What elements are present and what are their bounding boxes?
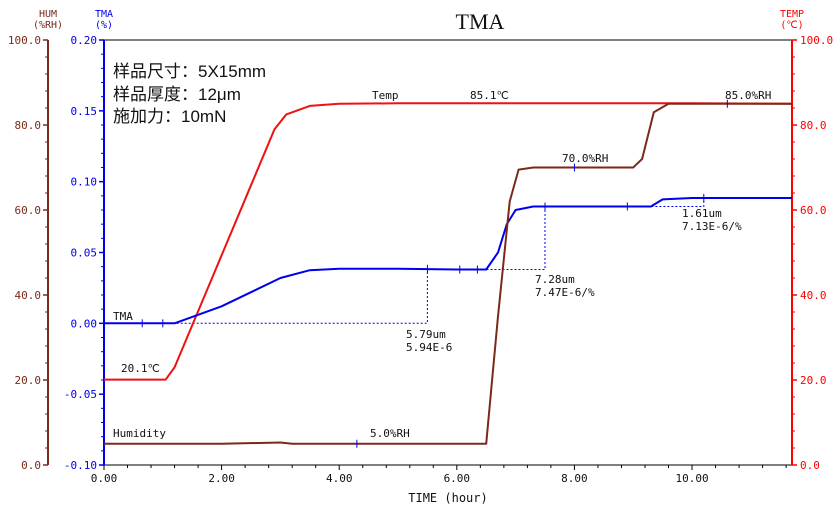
humidity-series-label: Humidity [113, 427, 166, 440]
x-tick-label: 4.00 [326, 472, 353, 485]
annotation-guides [168, 198, 705, 324]
hum-low-label: 5.0%RH [370, 427, 410, 440]
tma-step-guide-2 [474, 206, 546, 270]
hum-axis-label: HUM [39, 9, 57, 20]
hum-tick-label: 80.0 [15, 119, 42, 132]
temp-series-label: Temp [372, 89, 399, 102]
step2-coefficient-label: 7.47E-6/% [535, 286, 595, 299]
hum-mid-label: 70.0%RH [562, 152, 608, 165]
tma-tick-label: 0.15 [71, 105, 98, 118]
hum-high-label: 85.0%RH [725, 89, 771, 102]
hum-axis-unit: (%RH) [33, 20, 63, 31]
x-tick-label: 6.00 [444, 472, 471, 485]
series-line-tma [104, 197, 792, 325]
tma-step-guide-3 [627, 198, 705, 207]
temp-tick-label: 100.0 [800, 34, 833, 47]
x-axis-label: TIME (hour) [408, 491, 487, 505]
tma-axis-label: TMA [95, 9, 113, 20]
series-lines [104, 102, 793, 445]
x-tick-label: 10.00 [675, 472, 708, 485]
sample-thickness-text: 样品厚度：12μm [113, 85, 241, 104]
hum-tick-label: 0.0 [21, 459, 41, 472]
temp-axis-label: TEMP [780, 9, 804, 20]
temp-axis-unit: (℃) [780, 20, 803, 31]
temp-tick-label: 20.0 [800, 374, 827, 387]
series-line-temp [104, 102, 793, 381]
sample-size-text: 样品尺寸：5X15mm [113, 62, 266, 81]
step3-expansion-label: 1.61um [682, 207, 722, 220]
x-tick-label: 0.00 [91, 472, 118, 485]
temp-tick-label: 60.0 [800, 204, 827, 217]
temp-tick-label: 0.0 [800, 459, 820, 472]
temp-tick-label: 40.0 [800, 289, 827, 302]
x-tick-label: 8.00 [561, 472, 588, 485]
series-line-humidity [104, 102, 792, 445]
hum-tick-label: 100.0 [8, 34, 41, 47]
temp-plateau-label: 85.1℃ [470, 89, 509, 102]
tma-tick-label: -0.10 [64, 459, 97, 472]
step1-coefficient-label: 5.94E-6 [406, 341, 452, 354]
step3-coefficient-label: 7.13E-6/% [682, 220, 742, 233]
tma-tick-label: 0.05 [71, 247, 98, 260]
hum-tick-label: 40.0 [15, 289, 42, 302]
applied-force-text: 施加力：10mN [113, 107, 226, 126]
hum-tick-label: 20.0 [15, 374, 42, 387]
temp-tick-label: 80.0 [800, 119, 827, 132]
axis-ticks: 0.0 20.0 40.0 60.0 80.0 100.0 -0.10 -0.05 0.00 0.… [8, 34, 833, 485]
tma-step-guide-1 [168, 268, 428, 324]
tma-tick-label: 0.00 [71, 317, 98, 330]
step2-expansion-label: 7.28um [535, 273, 575, 286]
tma-tick-label: 0.20 [71, 34, 98, 47]
step1-expansion-label: 5.79um [406, 328, 446, 341]
temp-start-label: 20.1℃ [121, 362, 160, 375]
hum-tick-label: 60.0 [15, 204, 42, 217]
tma-series-label: TMA [113, 310, 133, 323]
cursor-markers [141, 99, 728, 448]
tma-tick-label: -0.05 [64, 388, 97, 401]
x-tick-label: 2.00 [208, 472, 235, 485]
chart-title: TMA [456, 9, 505, 34]
tma-axis-unit: (%) [95, 20, 113, 31]
tma-tick-label: 0.10 [71, 176, 98, 189]
